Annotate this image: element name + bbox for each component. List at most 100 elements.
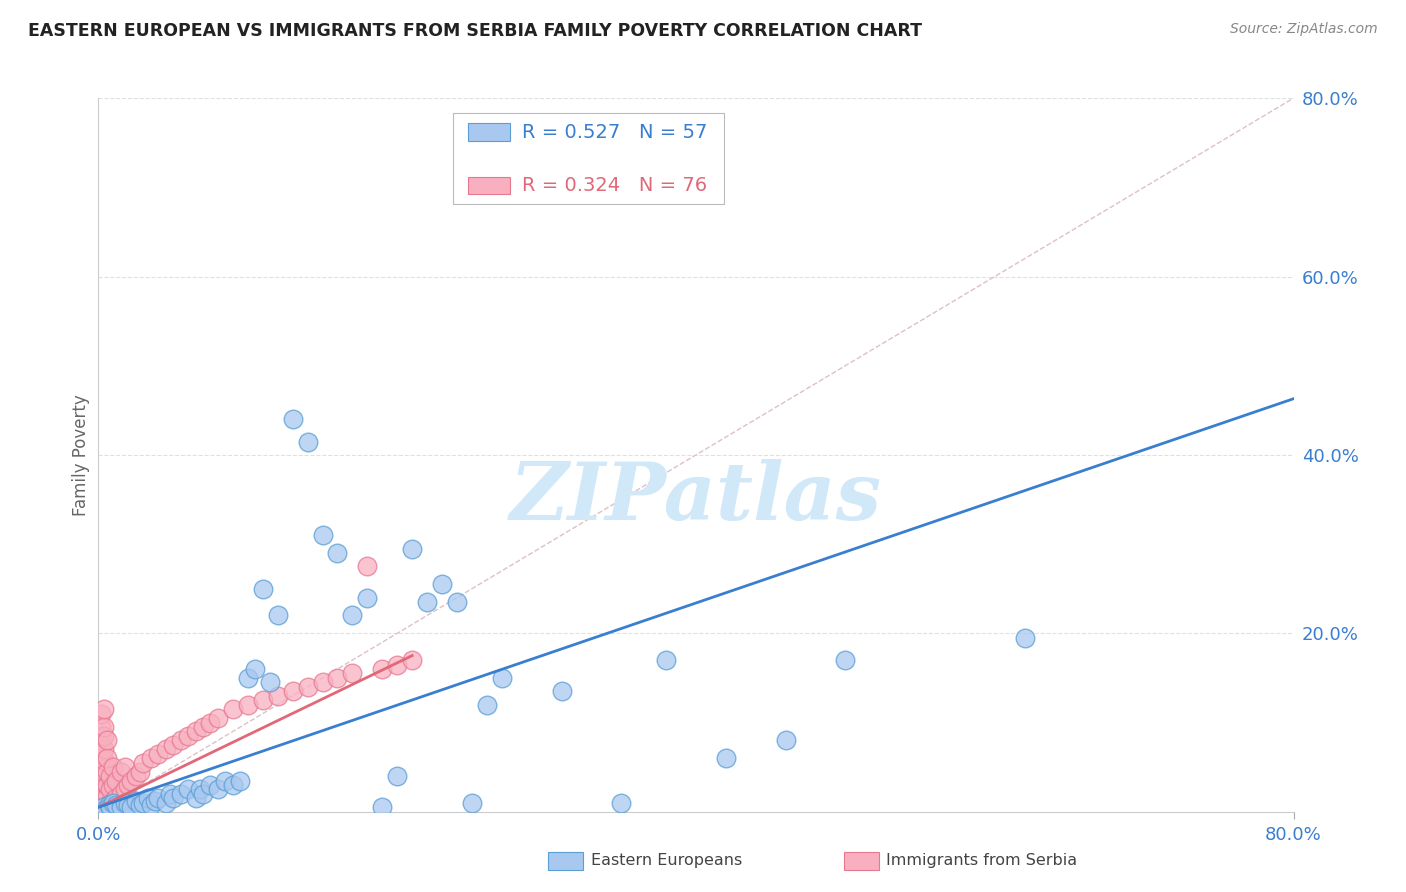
Point [184, 724, 207, 739]
Point [148, 791, 170, 805]
Point [90, 760, 112, 774]
Point [191, 720, 214, 734]
Point [207, 711, 229, 725]
Point [139, 797, 162, 812]
Point [267, 608, 290, 623]
Text: R = 0.324   N = 76: R = 0.324 N = 76 [522, 176, 707, 195]
Point [93, 720, 115, 734]
Point [326, 671, 349, 685]
Text: Eastern Europeans: Eastern Europeans [591, 854, 742, 868]
Point [200, 715, 222, 730]
Text: EASTERN EUROPEAN VS IMMIGRANTS FROM SERBIA FAMILY POVERTY CORRELATION CHART: EASTERN EUROPEAN VS IMMIGRANTS FROM SERB… [28, 22, 922, 40]
Point [200, 778, 222, 792]
Point [90, 791, 112, 805]
Point [775, 733, 797, 747]
Point [103, 796, 125, 810]
Text: Source: ZipAtlas.com: Source: ZipAtlas.com [1230, 22, 1378, 37]
Point [90, 720, 112, 734]
Point [90, 805, 112, 819]
Point [117, 797, 139, 812]
Point [114, 782, 136, 797]
Point [93, 794, 115, 808]
Point [96, 797, 118, 812]
Point [222, 778, 245, 792]
Point [105, 791, 128, 805]
Point [550, 684, 572, 698]
Point [236, 671, 259, 685]
Point [93, 702, 115, 716]
Point [90, 805, 112, 819]
Point [245, 662, 267, 676]
Point [136, 791, 159, 805]
Point [311, 528, 333, 542]
Point [110, 787, 132, 801]
Point [90, 706, 112, 721]
Point [356, 591, 378, 605]
Point [461, 796, 484, 810]
Point [93, 742, 115, 756]
Point [117, 778, 139, 792]
Point [267, 689, 290, 703]
Point [90, 753, 112, 767]
Text: R = 0.527   N = 57: R = 0.527 N = 57 [522, 122, 707, 142]
Point [129, 764, 152, 779]
Text: Immigrants from Serbia: Immigrants from Serbia [886, 854, 1077, 868]
Point [91, 800, 114, 814]
Point [311, 675, 333, 690]
Point [139, 751, 162, 765]
Point [169, 733, 191, 747]
Point [610, 796, 633, 810]
Point [100, 796, 122, 810]
Point [125, 794, 148, 808]
Point [90, 738, 112, 752]
Point [184, 791, 207, 805]
Point [125, 769, 148, 783]
Point [491, 671, 513, 685]
Point [90, 794, 112, 808]
Point [222, 702, 245, 716]
Point [297, 680, 319, 694]
Point [120, 773, 142, 788]
Point [177, 782, 200, 797]
Point [297, 434, 319, 449]
Point [105, 797, 128, 812]
Point [214, 773, 236, 788]
Point [655, 653, 678, 667]
Point [207, 782, 229, 797]
Point [259, 675, 281, 690]
Point [371, 662, 394, 676]
Point [148, 747, 170, 761]
Point [90, 805, 112, 819]
Point [169, 787, 191, 801]
Point [96, 764, 118, 779]
Point [93, 764, 115, 779]
Point [90, 787, 112, 801]
Point [90, 729, 112, 743]
Point [96, 789, 118, 803]
Point [114, 760, 136, 774]
Point [90, 782, 112, 797]
Point [252, 582, 274, 596]
Point [90, 773, 112, 788]
Point [97, 797, 120, 812]
Point [143, 794, 166, 808]
Point [834, 653, 856, 667]
Point [90, 800, 112, 814]
Point [96, 733, 118, 747]
Point [93, 729, 115, 743]
Point [162, 738, 184, 752]
Point [236, 698, 259, 712]
Point [103, 778, 125, 792]
Point [342, 608, 364, 623]
Y-axis label: Family Poverty: Family Poverty [72, 394, 90, 516]
Point [191, 787, 214, 801]
Point [105, 773, 128, 788]
Point [100, 800, 122, 814]
Point [129, 797, 152, 812]
Point [416, 595, 439, 609]
Point [93, 776, 115, 790]
Point [155, 742, 177, 756]
Point [430, 577, 453, 591]
Point [90, 747, 112, 761]
Point [93, 800, 115, 814]
